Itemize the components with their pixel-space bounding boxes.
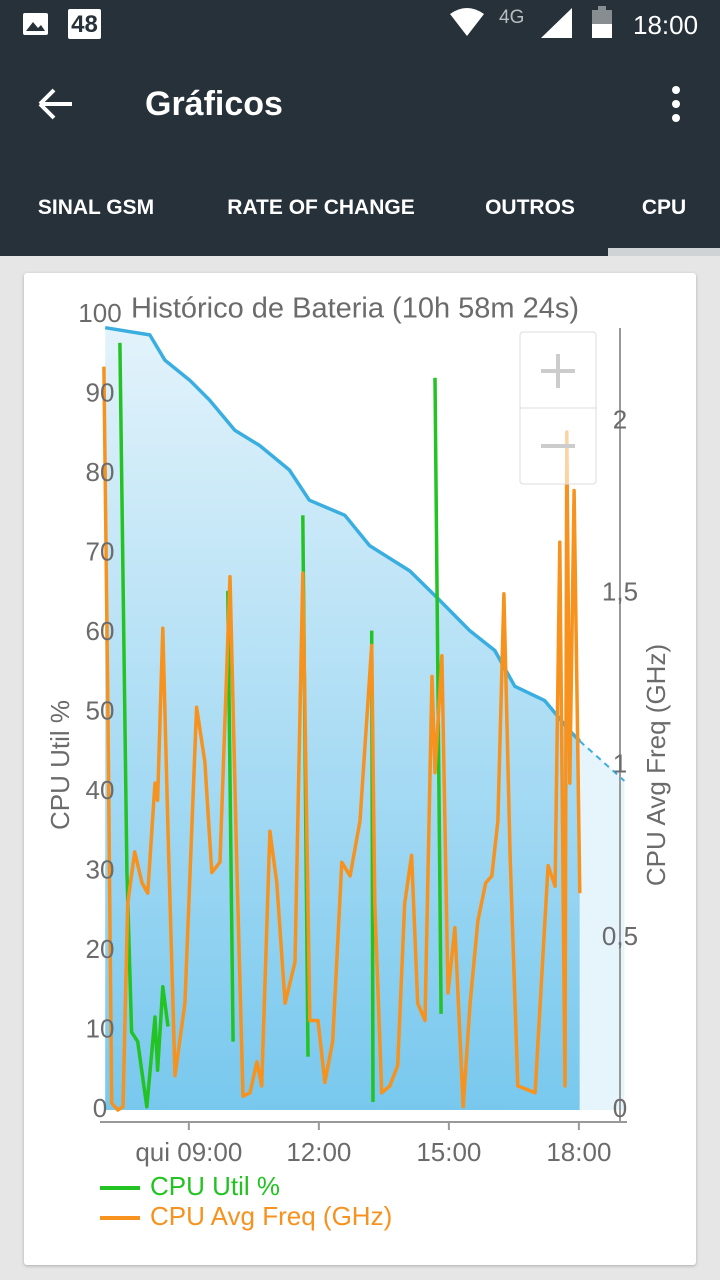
line — [102, 366, 582, 1112]
area — [105, 327, 580, 1110]
signal-icon — [541, 8, 572, 38]
y-tick-label: 60 — [86, 616, 115, 646]
tab[interactable]: CPU — [641, 196, 687, 219]
x-tick-label: 15:00 — [416, 1137, 481, 1167]
notification-count: 48 — [71, 11, 98, 38]
network-type: 4G — [499, 7, 525, 28]
y-tick-label: 40 — [86, 775, 115, 805]
legend-label: CPU Util % — [150, 1171, 280, 1201]
y2-tick-label: 0 — [613, 1093, 627, 1123]
y-tick-label: 100 — [78, 298, 121, 328]
back-button[interactable] — [38, 88, 72, 120]
app-header: 48 4G 18:00 Gráficos SINAL GSM RATE OF C… — [0, 0, 720, 256]
x-tick-label: 12:00 — [286, 1137, 351, 1167]
tab[interactable]: OUTROS — [485, 196, 575, 219]
notification-badge — [68, 9, 101, 39]
y-tick-label: 0 — [93, 1093, 107, 1123]
app-title: Gráficos — [145, 85, 283, 123]
y-tick-label: 80 — [86, 457, 115, 487]
y-tick-label: 90 — [86, 377, 115, 407]
y-tick-label: 70 — [86, 536, 115, 566]
y-tick-label: 50 — [86, 695, 115, 725]
y2-tick-label: 1,5 — [602, 577, 638, 607]
y-tick-label: 20 — [86, 934, 115, 964]
y2-axis-title: CPU Avg Freq (GHz) — [641, 644, 671, 886]
y-tick-label: 10 — [86, 1013, 115, 1043]
chart-title: Histórico de Bateria (10h 58m 24s) — [131, 293, 579, 325]
y-axis-title: CPU Util % — [45, 700, 75, 830]
tab[interactable]: RATE OF CHANGE — [227, 196, 415, 219]
line — [579, 740, 626, 782]
area — [579, 741, 625, 1110]
wifi-icon — [450, 8, 484, 36]
header-icons — [23, 6, 720, 256]
y2-tick-label: 1 — [613, 749, 627, 779]
tab[interactable]: SINAL GSM — [37, 196, 155, 219]
x-tick-label: 18:00 — [546, 1137, 611, 1167]
menu-button[interactable] — [672, 86, 680, 122]
zoom-controls — [519, 331, 597, 485]
x-tick-label: qui 09:00 — [135, 1137, 242, 1167]
legend-label: CPU Avg Freq (GHz) — [150, 1201, 392, 1231]
clock: 18:00 — [633, 10, 699, 40]
tab-indicator — [608, 248, 720, 256]
zoom-in[interactable] — [541, 354, 575, 388]
y2-tick-label: 2 — [613, 405, 627, 435]
y-tick-label: 30 — [86, 854, 115, 884]
y2-tick-label: 0,5 — [602, 921, 638, 951]
line — [104, 325, 582, 743]
